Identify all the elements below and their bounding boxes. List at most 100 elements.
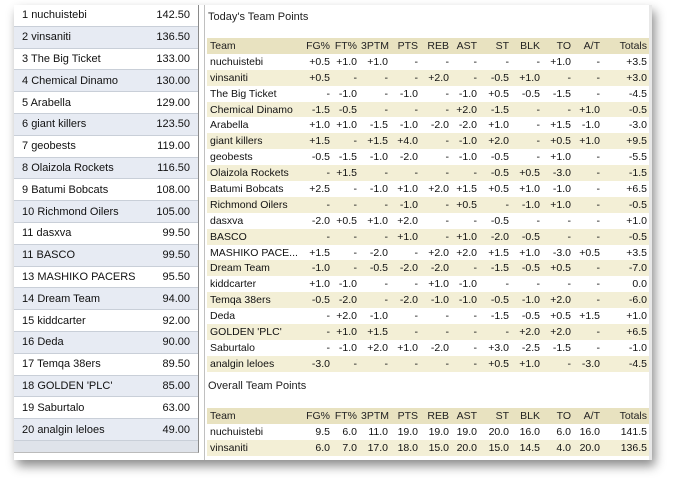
standings-row[interactable]: 6 giant killers 123.50 bbox=[14, 113, 198, 136]
team-name-cell[interactable]: kiddcarter bbox=[207, 276, 301, 293]
column-header[interactable]: PTS bbox=[390, 38, 420, 54]
standings-row[interactable]: 13 MASHIKO PACERS 95.50 bbox=[14, 266, 198, 289]
standings-team-name[interactable]: Arabella bbox=[30, 96, 71, 109]
team-name-cell[interactable]: MASHIKO PACE... bbox=[207, 244, 301, 261]
team-name-cell[interactable]: giant killers bbox=[207, 133, 301, 150]
standings-row[interactable]: 3 The Big Ticket 133.00 bbox=[14, 48, 198, 71]
stat-cell: +2.0 bbox=[420, 69, 451, 86]
team-name-cell[interactable]: GOLDEN 'PLC' bbox=[207, 324, 301, 340]
column-header[interactable]: BLK bbox=[511, 38, 542, 54]
column-header[interactable]: Team bbox=[207, 38, 301, 54]
column-header[interactable]: AST bbox=[451, 408, 479, 424]
stat-cell: - bbox=[451, 53, 479, 70]
team-name-cell[interactable]: The Big Ticket bbox=[207, 85, 301, 102]
column-header[interactable]: Team bbox=[207, 408, 301, 424]
standings-team-name[interactable]: nuchuistebi bbox=[31, 9, 87, 22]
column-header[interactable]: TO bbox=[542, 408, 573, 424]
column-header[interactable]: REB bbox=[420, 38, 451, 54]
team-points-panel: Today's Team Points Team FG% FT% 3PTM PTS REB… bbox=[204, 5, 652, 460]
column-header[interactable]: 3PTM bbox=[359, 408, 390, 424]
standings-row[interactable]: 1 nuchuistebi 142.50 bbox=[14, 5, 198, 27]
team-name-cell[interactable]: Deda bbox=[207, 308, 301, 325]
column-header[interactable]: AST bbox=[451, 38, 479, 54]
team-name-cell[interactable]: Batumi Bobcats bbox=[207, 181, 301, 197]
stat-cell: 11.0 bbox=[359, 423, 390, 440]
column-header[interactable]: FT% bbox=[332, 38, 359, 54]
team-name-cell[interactable]: BASCO bbox=[207, 228, 301, 245]
standings-row[interactable]: 2 vinsaniti 136.50 bbox=[14, 26, 198, 49]
stat-cell: - bbox=[390, 53, 420, 70]
standings-team-name[interactable]: The Big Ticket bbox=[30, 52, 101, 65]
standings-row[interactable]: 8 Olaizola Rockets 116.50 bbox=[14, 157, 198, 180]
team-name-cell[interactable]: Temqa 38ers bbox=[207, 292, 301, 309]
table-row: Olaizola Rockets - +1.5- - - - -0.5 +0.5 -3.0- -1… bbox=[207, 165, 649, 182]
stat-cell: +1.0 bbox=[301, 117, 332, 134]
standings-team-name[interactable]: geobests bbox=[31, 140, 76, 153]
team-name-cell[interactable]: Dream Team bbox=[207, 260, 301, 277]
standings-row[interactable]: 4 Chemical Dinamo 130.00 bbox=[14, 69, 198, 93]
standings-team-name[interactable]: Deda bbox=[37, 336, 64, 349]
standings-row[interactable]: 7 geobests 119.00 bbox=[14, 135, 198, 158]
column-header[interactable]: 3PTM bbox=[359, 38, 390, 54]
standings-team-name[interactable]: Batumi Bobcats bbox=[31, 183, 109, 196]
stat-cell: - bbox=[573, 69, 602, 86]
standings-row[interactable]: 10 Richmond Oilers 105.00 bbox=[14, 200, 198, 223]
standings-team-name[interactable]: BASCO bbox=[36, 249, 75, 262]
team-name-cell[interactable]: Saburtalo bbox=[207, 339, 301, 356]
standings-row[interactable]: 20 analgin leloes 49.00 bbox=[14, 418, 198, 441]
column-header[interactable]: REB bbox=[420, 408, 451, 424]
stat-cell: 15.0 bbox=[420, 439, 451, 456]
column-header[interactable]: A/T bbox=[573, 408, 602, 424]
team-name-cell[interactable]: geobests bbox=[207, 149, 301, 166]
standings-row[interactable]: 18 GOLDEN 'PLC' 85.00 bbox=[14, 375, 198, 398]
scrollbar[interactable] bbox=[649, 5, 652, 460]
team-name-cell[interactable]: Arabella bbox=[207, 117, 301, 134]
standings-team-name[interactable]: vinsaniti bbox=[31, 31, 71, 44]
team-name-cell[interactable]: analgin leloes bbox=[207, 355, 301, 372]
team-name-cell[interactable]: Olaizola Rockets bbox=[207, 165, 301, 182]
standings-row[interactable]: 19 Saburtalo 63.00 bbox=[14, 396, 198, 420]
standings-row[interactable]: 11 BASCO 99.50 bbox=[14, 244, 198, 267]
stat-cell: +1.0 bbox=[390, 228, 420, 245]
standings-points: 99.50 bbox=[142, 244, 198, 267]
team-name-cell[interactable]: Chemical Dinamo bbox=[207, 101, 301, 118]
standings-team-name[interactable]: Richmond Oilers bbox=[37, 205, 119, 218]
standings-team-name[interactable]: analgin leloes bbox=[37, 423, 105, 436]
standings-team-name[interactable]: Olaizola Rockets bbox=[31, 161, 114, 174]
standings-row[interactable]: 16 Deda 90.00 bbox=[14, 331, 198, 354]
standings-team-name[interactable]: MASHIKO PACERS bbox=[37, 270, 136, 283]
standings-team-name[interactable]: Temqa 38ers bbox=[37, 358, 101, 371]
column-header[interactable]: PTS bbox=[390, 408, 420, 424]
stat-cell: +2.0 bbox=[420, 244, 451, 261]
standings-row[interactable]: 5 Arabella 129.00 bbox=[14, 91, 198, 114]
standings-team-name[interactable]: Dream Team bbox=[37, 292, 101, 305]
standings-team-name[interactable]: Saburtalo bbox=[37, 401, 85, 414]
team-name-cell[interactable]: dasxva bbox=[207, 212, 301, 229]
standings-row[interactable]: 11 dasxva 99.50 bbox=[14, 222, 198, 245]
standings-row[interactable]: 15 kiddcarter 92.00 bbox=[14, 309, 198, 332]
column-header[interactable]: Totals bbox=[602, 38, 649, 54]
column-header[interactable]: FG% bbox=[301, 38, 332, 54]
team-name-cell[interactable]: vinsaniti bbox=[207, 439, 301, 456]
column-header[interactable]: ST bbox=[479, 408, 511, 424]
team-name-cell[interactable]: Richmond Oilers bbox=[207, 196, 301, 213]
column-header[interactable]: BLK bbox=[511, 408, 542, 424]
standings-team-name[interactable]: GOLDEN 'PLC' bbox=[37, 379, 113, 392]
column-header[interactable]: FG% bbox=[301, 408, 332, 424]
standings-team-name[interactable]: kiddcarter bbox=[37, 314, 86, 327]
standings-row[interactable]: 9 Batumi Bobcats 108.00 bbox=[14, 178, 198, 202]
column-header[interactable]: A/T bbox=[573, 38, 602, 54]
standings-row[interactable]: 17 Temqa 38ers 89.50 bbox=[14, 353, 198, 376]
column-header[interactable]: Totals bbox=[602, 408, 649, 424]
table-row: Richmond Oilers - - - -1.0- +0.5- -1.0 +1.0- -0.… bbox=[207, 196, 649, 213]
standings-team-name[interactable]: dasxva bbox=[36, 227, 72, 240]
column-header[interactable]: TO bbox=[542, 38, 573, 54]
standings-team-name[interactable]: Chemical Dinamo bbox=[31, 74, 118, 87]
team-name-cell[interactable]: nuchuistebi bbox=[207, 423, 301, 440]
team-name-cell[interactable]: nuchuistebi bbox=[207, 53, 301, 70]
standings-row[interactable]: 14 Dream Team 94.00 bbox=[14, 287, 198, 311]
column-header[interactable]: FT% bbox=[332, 408, 359, 424]
team-name-cell[interactable]: vinsaniti bbox=[207, 69, 301, 86]
column-header[interactable]: ST bbox=[479, 38, 511, 54]
standings-team-name[interactable]: giant killers bbox=[31, 118, 87, 131]
